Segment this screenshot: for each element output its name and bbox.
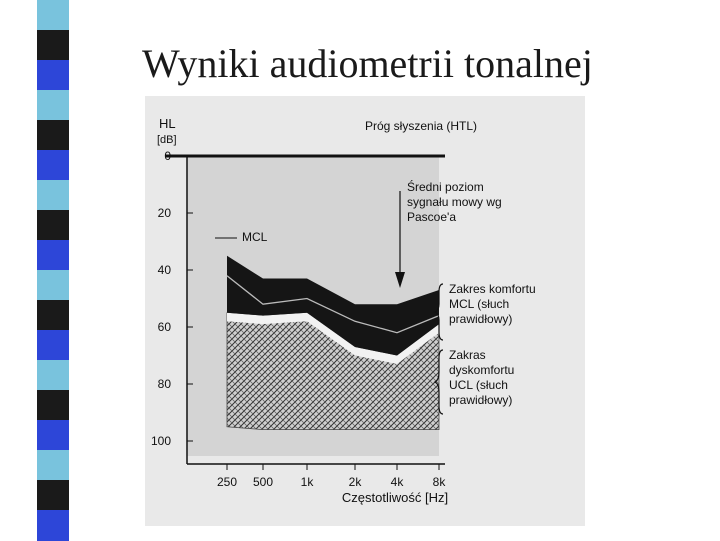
comfort-label-line1: Zakres komfortu bbox=[449, 282, 536, 296]
mcl-label: MCL bbox=[242, 230, 268, 244]
strip-block bbox=[37, 300, 69, 331]
y-tick-label: 60 bbox=[158, 320, 172, 334]
strip-block bbox=[37, 210, 69, 241]
x-axis-label: Częstotliwość [Hz] bbox=[342, 490, 448, 505]
strip-block bbox=[37, 270, 69, 301]
strip-block bbox=[37, 480, 69, 511]
discomfort-label-line2: dyskomfortu bbox=[449, 363, 514, 377]
y-tick-label: 20 bbox=[158, 206, 172, 220]
speech-label-line2: sygnału mowy wg bbox=[407, 195, 502, 209]
strip-block bbox=[37, 360, 69, 391]
comfort-label-line3: prawidłowy) bbox=[449, 312, 512, 326]
strip-block bbox=[37, 390, 69, 421]
strip-block bbox=[37, 420, 69, 451]
discomfort-label-line1: Zakras bbox=[449, 348, 486, 362]
speech-label-line3: Pascoe'a bbox=[407, 210, 456, 224]
x-tick-label: 8k bbox=[433, 475, 447, 489]
y-tick-label: 40 bbox=[158, 263, 172, 277]
strip-block bbox=[37, 330, 69, 361]
speech-arrow-head bbox=[395, 272, 405, 288]
x-tick-label: 250 bbox=[217, 475, 237, 489]
strip-block bbox=[37, 0, 69, 31]
y-axis-unit: [dB] bbox=[157, 134, 177, 146]
y-tick-label: 0 bbox=[164, 149, 171, 163]
x-tick-label: 1k bbox=[301, 475, 315, 489]
y-axis-label: HL bbox=[159, 116, 176, 131]
strip-block bbox=[37, 120, 69, 151]
audiogram-figure: HL [dB] Częstotliwość [Hz] Próg słyszeni… bbox=[145, 96, 585, 526]
decorative-color-strip bbox=[37, 0, 69, 541]
x-tick-label: 2k bbox=[349, 475, 363, 489]
strip-block bbox=[37, 450, 69, 481]
strip-block bbox=[37, 510, 69, 541]
strip-block bbox=[37, 30, 69, 61]
mcl-line bbox=[226, 275, 440, 334]
x-tick-label: 4k bbox=[391, 475, 405, 489]
discomfort-label-line4: prawidłowy) bbox=[449, 393, 512, 407]
comfort-label-line2: MCL (słuch bbox=[449, 297, 509, 311]
strip-block bbox=[37, 90, 69, 121]
slide-title: Wyniki audiometrii tonalnej bbox=[142, 41, 593, 86]
x-tick-label: 500 bbox=[253, 475, 273, 489]
comfort-brace bbox=[433, 283, 444, 341]
discomfort-label-line3: UCL (słuch bbox=[449, 378, 508, 392]
threshold-label: Próg słyszenia (HTL) bbox=[365, 119, 477, 133]
strip-block bbox=[37, 240, 69, 271]
strip-block bbox=[37, 150, 69, 181]
comfort-area bbox=[227, 255, 439, 356]
strip-block bbox=[37, 180, 69, 211]
discomfort-brace bbox=[433, 349, 444, 415]
y-tick-label: 100 bbox=[151, 434, 171, 448]
discomfort-edge bbox=[227, 312, 439, 365]
y-tick-label: 80 bbox=[158, 377, 172, 391]
strip-block bbox=[37, 60, 69, 91]
speech-label-line1: Średni poziom bbox=[407, 179, 484, 194]
